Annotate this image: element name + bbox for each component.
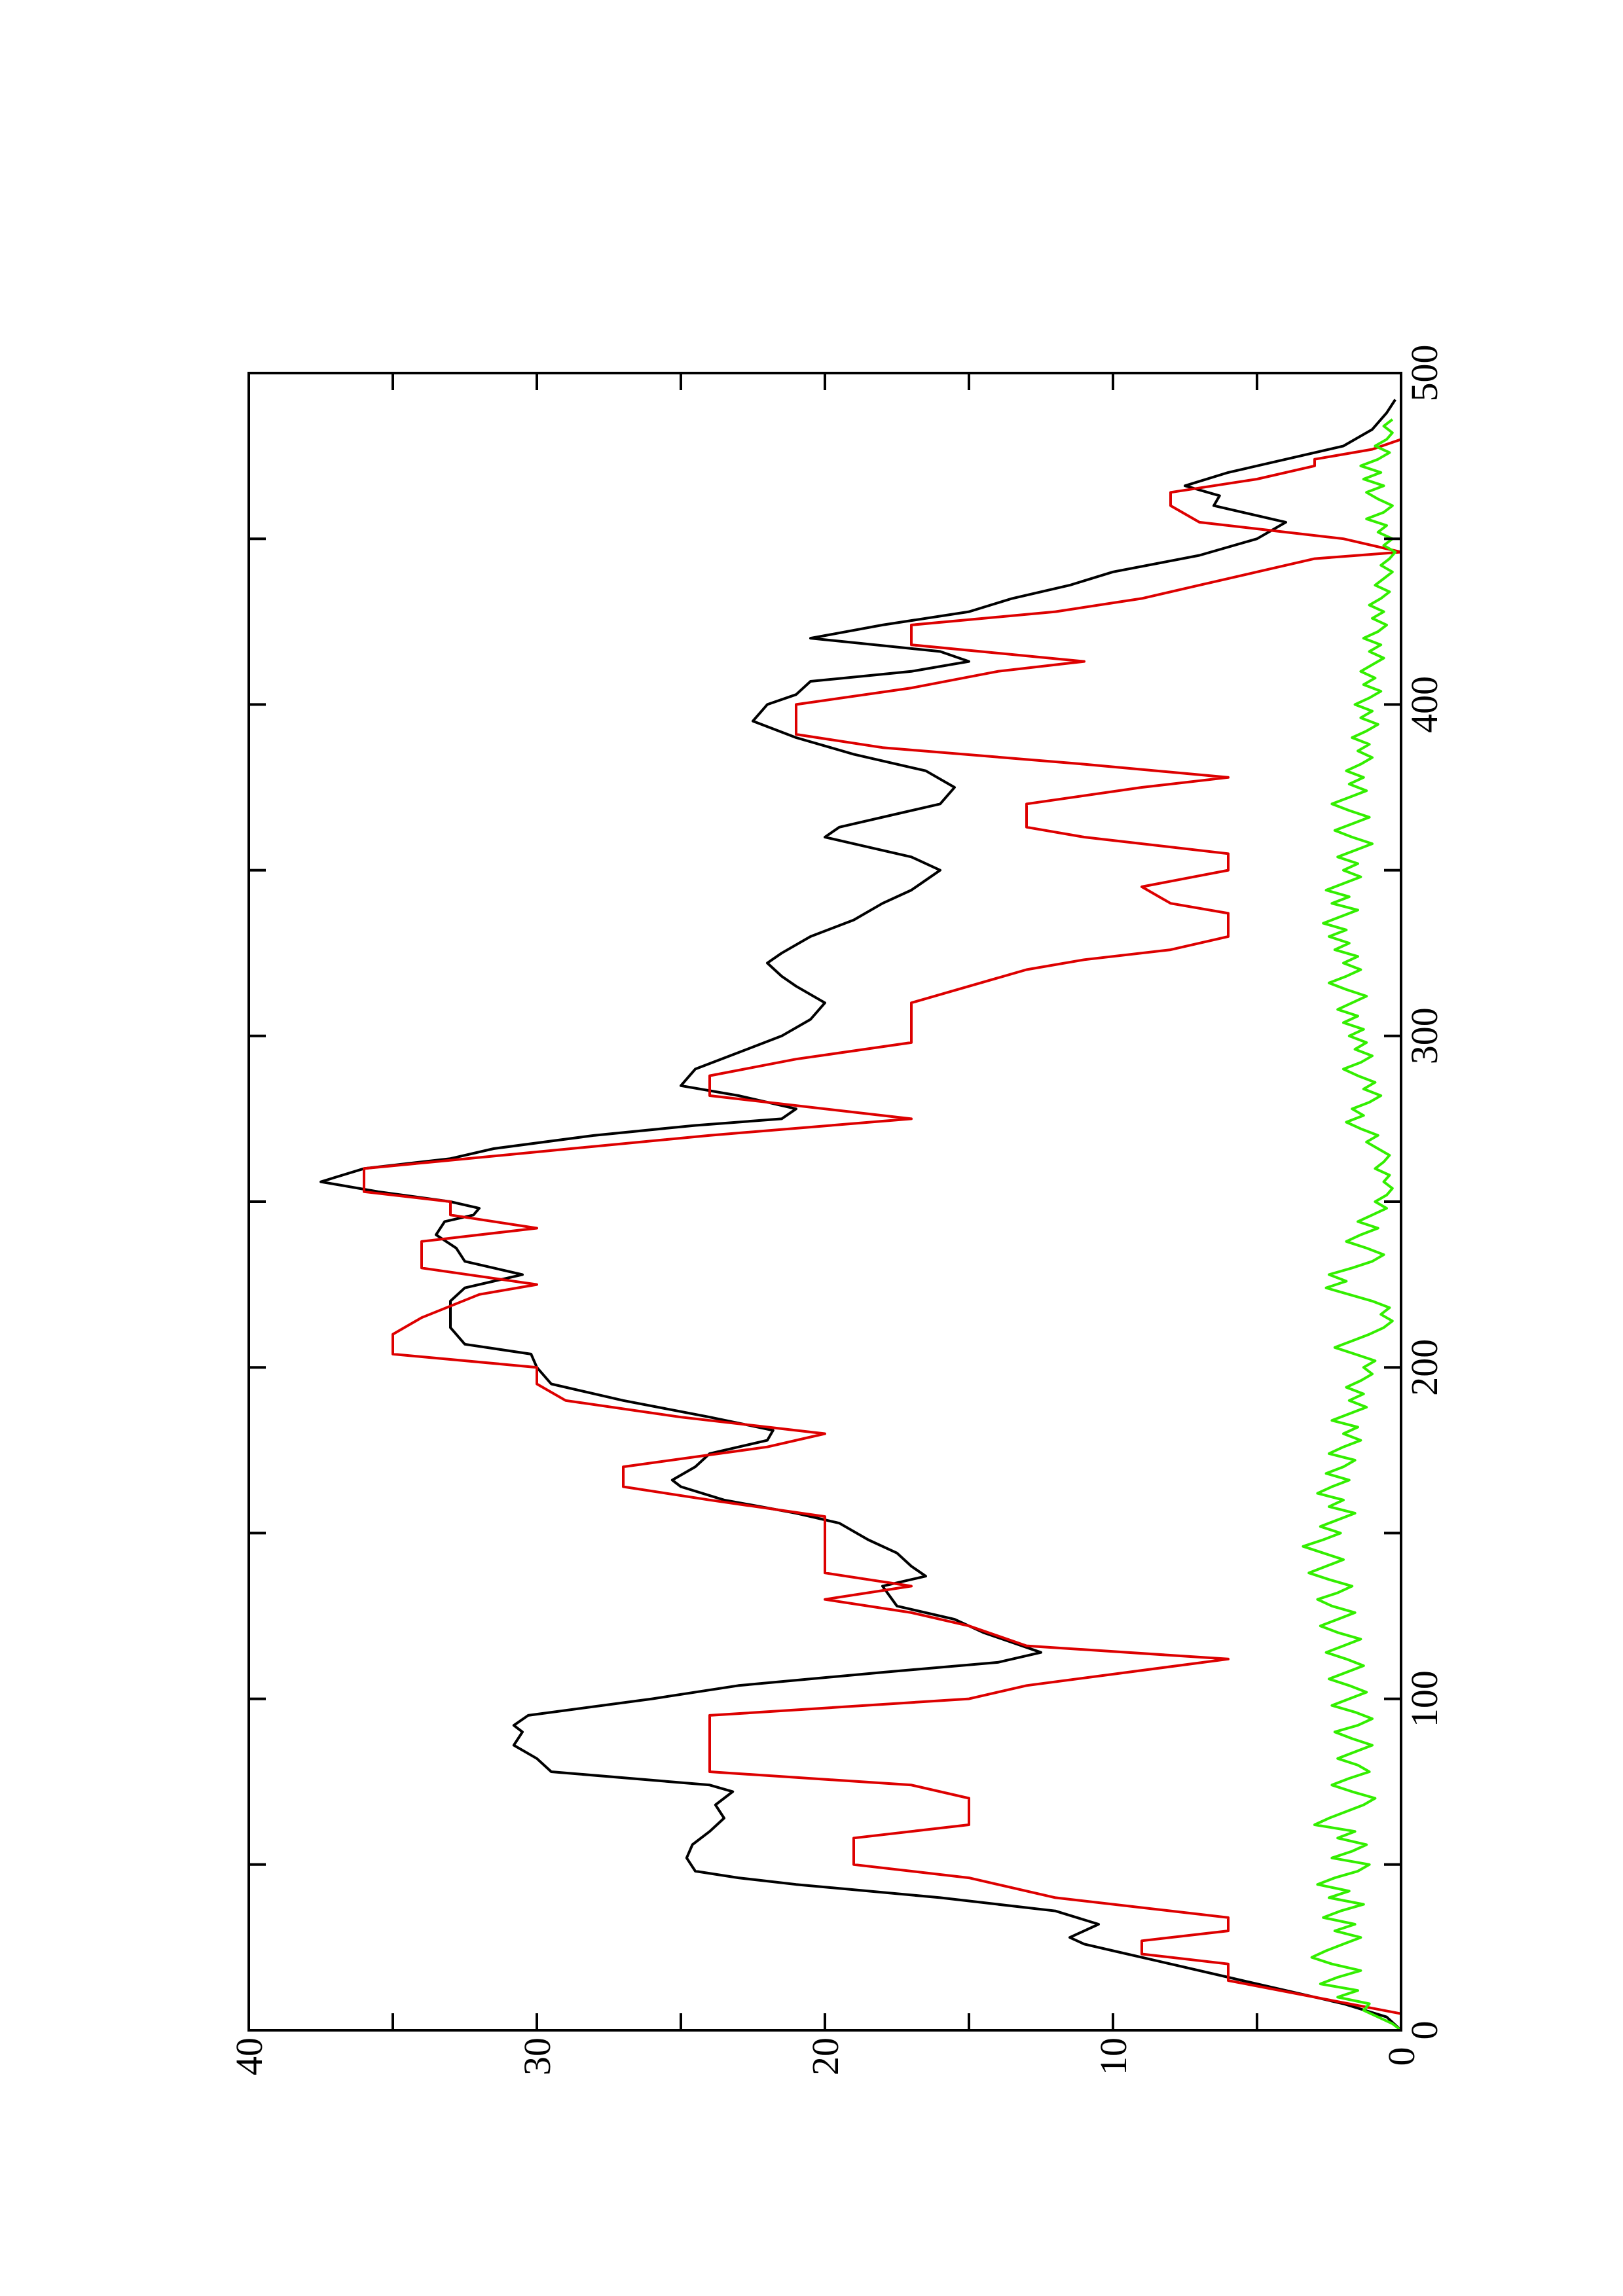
plot-frame — [247, 372, 1402, 2032]
x-tick-label: 500 — [1403, 345, 1446, 402]
y-tick-label: 30 — [516, 2037, 558, 2075]
ticks-layer — [247, 372, 1402, 2032]
y-tick-label: 10 — [1092, 2037, 1135, 2075]
x-tick-label: 100 — [1403, 1670, 1446, 1727]
series-line-1 — [319, 399, 1402, 2032]
x-tick-label: 300 — [1403, 1007, 1446, 1064]
x-tick-label: 0 — [1403, 2021, 1446, 2040]
series-line-3 — [1302, 418, 1402, 2032]
y-tick-label: 40 — [228, 2037, 270, 2075]
y-tick-label: 0 — [1380, 2047, 1423, 2066]
series-line-2 — [363, 438, 1402, 2030]
x-tick-label: 200 — [1403, 1339, 1446, 1396]
x-tick-label: 400 — [1403, 676, 1446, 733]
y-tick-label: 20 — [804, 2037, 847, 2075]
tick-labels-layer: 0 100 200 300 400 500 0 10 20 30 40 — [228, 345, 1446, 2076]
series-layer — [319, 399, 1402, 2032]
